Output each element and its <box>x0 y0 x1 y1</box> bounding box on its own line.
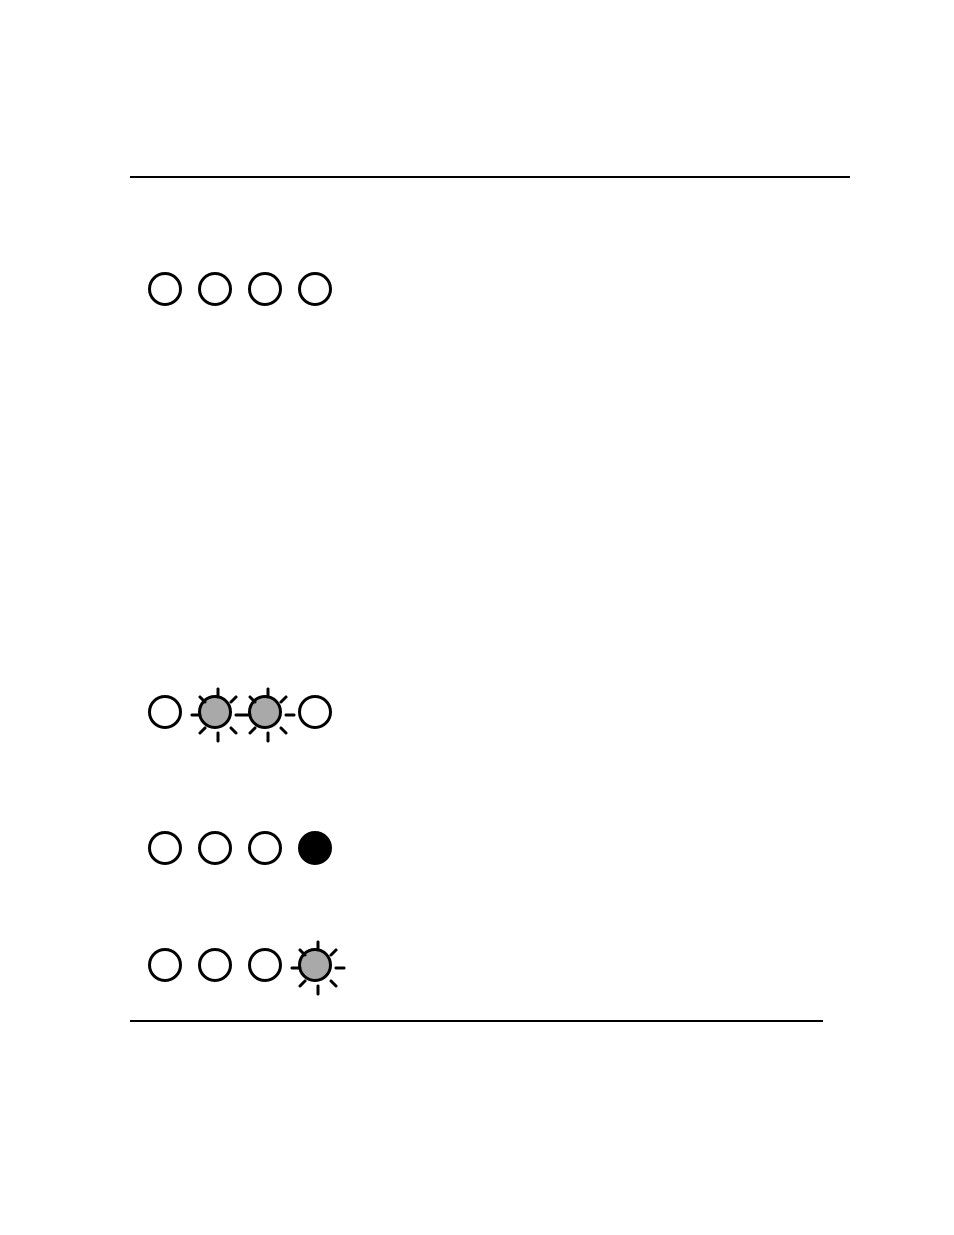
horizontal-rule-top <box>130 176 850 178</box>
indicator-shine-icon <box>198 695 232 729</box>
indicator-off-icon <box>248 272 282 306</box>
indicator-off-icon <box>148 272 182 306</box>
indicator-row-4 <box>148 948 332 982</box>
indicator-off-icon <box>198 272 232 306</box>
indicator-off-icon <box>248 831 282 865</box>
indicator-off-icon <box>298 695 332 729</box>
rays-icon <box>289 939 347 997</box>
indicator-shine-icon <box>248 695 282 729</box>
indicator-off-icon <box>298 272 332 306</box>
rays-icon <box>239 686 297 744</box>
indicator-off-icon <box>148 831 182 865</box>
indicator-shine-icon <box>298 948 332 982</box>
indicator-off-icon <box>198 948 232 982</box>
indicator-filled-icon <box>298 831 332 865</box>
indicator-row-3 <box>148 831 332 865</box>
indicator-off-icon <box>148 695 182 729</box>
indicator-off-icon <box>248 948 282 982</box>
indicator-row-2 <box>148 695 332 729</box>
indicator-off-icon <box>198 831 232 865</box>
indicator-off-icon <box>148 948 182 982</box>
horizontal-rule-bottom <box>130 1020 823 1022</box>
indicator-row-1 <box>148 272 332 306</box>
